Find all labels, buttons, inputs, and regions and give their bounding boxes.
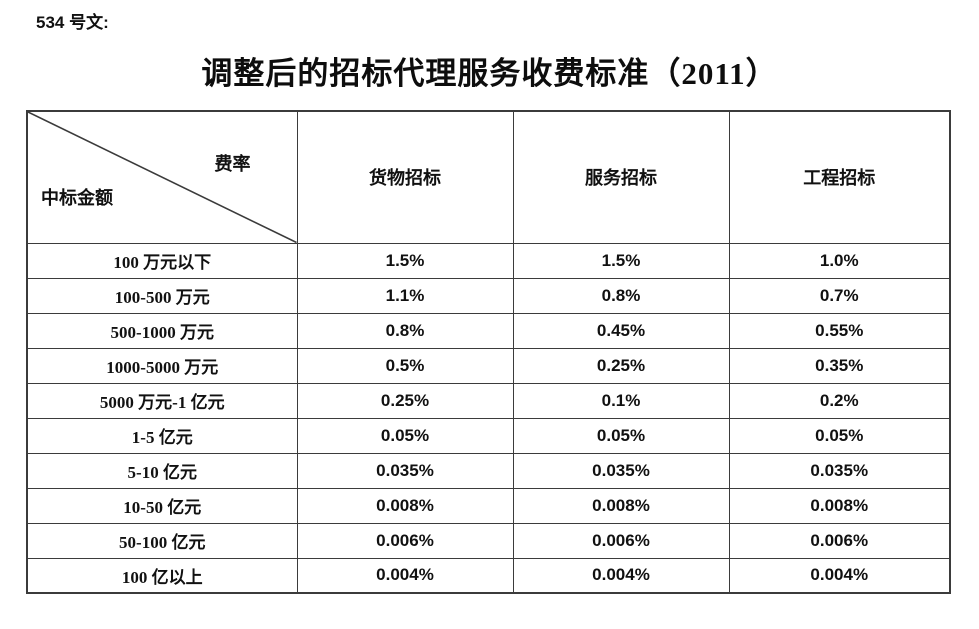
rate-cell: 0.008% bbox=[512, 487, 730, 524]
row-label: 5-10 亿元 bbox=[26, 452, 298, 489]
table-row: 100 亿以上 0.004% 0.004% 0.004% bbox=[26, 557, 951, 594]
table-row: 5-10 亿元 0.035% 0.035% 0.035% bbox=[26, 452, 951, 489]
rate-cell: 0.006% bbox=[512, 522, 730, 559]
rate-cell: 0.8% bbox=[296, 312, 514, 349]
table-row: 1-5 亿元 0.05% 0.05% 0.05% bbox=[26, 417, 951, 454]
fee-table: 费率 中标金额 货物招标 服务招标 工程招标 100 万元以下 1.5% 1.5… bbox=[26, 110, 951, 594]
rate-cell: 0.45% bbox=[512, 312, 730, 349]
row-label: 100 万元以下 bbox=[26, 242, 298, 279]
column-header-goods: 货物招标 bbox=[296, 110, 514, 244]
rate-cell: 0.006% bbox=[296, 522, 514, 559]
rate-cell: 0.7% bbox=[728, 277, 951, 314]
column-header-services: 服务招标 bbox=[512, 110, 730, 244]
rate-cell: 1.5% bbox=[296, 242, 514, 279]
table-row: 500-1000 万元 0.8% 0.45% 0.55% bbox=[26, 312, 951, 349]
rate-cell: 0.008% bbox=[728, 487, 951, 524]
row-label: 50-100 亿元 bbox=[26, 522, 298, 559]
rate-cell: 0.05% bbox=[728, 417, 951, 454]
table-header-row: 费率 中标金额 货物招标 服务招标 工程招标 bbox=[26, 110, 951, 244]
corner-header-cell: 费率 中标金额 bbox=[26, 110, 298, 244]
row-label: 10-50 亿元 bbox=[26, 487, 298, 524]
rate-cell: 0.8% bbox=[512, 277, 730, 314]
row-label: 500-1000 万元 bbox=[26, 312, 298, 349]
rate-cell: 0.05% bbox=[512, 417, 730, 454]
row-label: 100-500 万元 bbox=[26, 277, 298, 314]
rate-cell: 1.0% bbox=[728, 242, 951, 279]
rate-cell: 0.25% bbox=[296, 382, 514, 419]
rate-cell: 0.004% bbox=[512, 557, 730, 594]
rate-cell: 0.35% bbox=[728, 347, 951, 384]
rate-cell: 0.035% bbox=[512, 452, 730, 489]
rate-cell: 0.25% bbox=[512, 347, 730, 384]
table-row: 5000 万元-1 亿元 0.25% 0.1% 0.2% bbox=[26, 382, 951, 419]
rate-cell: 0.1% bbox=[512, 382, 730, 419]
diagonal-divider-line bbox=[28, 112, 297, 243]
rate-cell: 1.5% bbox=[512, 242, 730, 279]
row-label: 5000 万元-1 亿元 bbox=[26, 382, 298, 419]
rate-cell: 0.05% bbox=[296, 417, 514, 454]
rate-cell: 0.004% bbox=[296, 557, 514, 594]
rate-cell: 0.006% bbox=[728, 522, 951, 559]
rate-cell: 0.035% bbox=[728, 452, 951, 489]
corner-label-amount: 中标金额 bbox=[41, 188, 113, 208]
row-label: 1000-5000 万元 bbox=[26, 347, 298, 384]
rate-cell: 0.004% bbox=[728, 557, 951, 594]
row-label: 100 亿以上 bbox=[26, 557, 298, 594]
table-row: 10-50 亿元 0.008% 0.008% 0.008% bbox=[26, 487, 951, 524]
corner-label-rate: 费率 bbox=[214, 154, 251, 174]
rate-cell: 0.2% bbox=[728, 382, 951, 419]
table-row: 100 万元以下 1.5% 1.5% 1.0% bbox=[26, 242, 951, 279]
column-header-engineering: 工程招标 bbox=[728, 110, 951, 244]
rate-cell: 0.5% bbox=[296, 347, 514, 384]
rate-cell: 0.55% bbox=[728, 312, 951, 349]
doc-number: 534 号文: bbox=[36, 13, 109, 32]
row-label: 1-5 亿元 bbox=[26, 417, 298, 454]
rate-cell: 0.035% bbox=[296, 452, 514, 489]
rate-cell: 0.008% bbox=[296, 487, 514, 524]
table-row: 100-500 万元 1.1% 0.8% 0.7% bbox=[26, 277, 951, 314]
table-row: 50-100 亿元 0.006% 0.006% 0.006% bbox=[26, 522, 951, 559]
rate-cell: 1.1% bbox=[296, 277, 514, 314]
table-row: 1000-5000 万元 0.5% 0.25% 0.35% bbox=[26, 347, 951, 384]
page-title: 调整后的招标代理服务收费标准（2011） bbox=[201, 56, 778, 91]
